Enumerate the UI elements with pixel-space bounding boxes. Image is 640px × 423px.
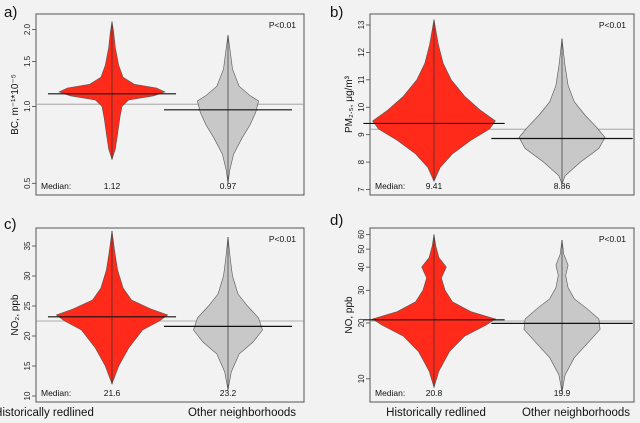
median-value-other-neighborhoods-a-: 0.97 <box>220 181 237 191</box>
median-caption-b-: Median: <box>375 181 405 191</box>
y-axis-label-b-: PM₂.₅, μg/m³ <box>344 75 355 133</box>
y-tick-label-d-: 50 <box>357 244 366 253</box>
p-value-a-: P<0.01 <box>269 20 296 30</box>
median-value-other-neighborhoods-c-: 23.2 <box>220 388 237 398</box>
y-tick-label-c-: 15 <box>23 361 32 370</box>
y-tick-label-d-: 30 <box>357 285 366 294</box>
y-tick-label-c-: 20 <box>23 331 32 340</box>
y-tick-label-a-: 1.0 <box>23 100 32 112</box>
y-tick-label-c-: 30 <box>23 271 32 280</box>
y-tick-label-b-: 7 <box>357 187 366 192</box>
panel-label-d-: d) <box>330 212 343 229</box>
median-value-historically-redlined-b-: 9.41 <box>426 181 443 191</box>
y-tick-label-a-: 2.0 <box>23 23 32 35</box>
y-tick-label-b-: 12 <box>357 47 366 56</box>
y-axis-label-d-: NO, ppb <box>344 296 355 334</box>
median-value-historically-redlined-d-: 20.8 <box>426 388 443 398</box>
p-value-d-: P<0.01 <box>599 234 626 244</box>
panel-label-c-: c) <box>4 216 17 233</box>
x-category-label-other-neighborhoods-left: Other neighborhoods <box>188 407 296 419</box>
panel-frame-d- <box>369 227 635 403</box>
median-caption-c-: Median: <box>41 388 71 398</box>
y-tick-label-a-: 1.5 <box>23 55 32 67</box>
y-axis-label-a-: BC, m⁻¹*10⁻⁵ <box>10 74 21 135</box>
median-value-other-neighborhoods-d-: 19.9 <box>554 388 571 398</box>
y-tick-label-d-: 40 <box>357 262 366 271</box>
y-tick-label-d-: 20 <box>357 318 366 327</box>
y-tick-label-c-: 25 <box>23 301 32 310</box>
y-tick-label-c-: 10 <box>23 391 32 400</box>
y-tick-label-d-: 10 <box>357 374 366 383</box>
x-category-label-historically-redlined-left: Historically redlined <box>0 407 94 419</box>
median-value-other-neighborhoods-b-: 8.86 <box>554 181 571 191</box>
y-tick-label-b-: 10 <box>357 102 366 111</box>
median-value-historically-redlined-a-: 1.12 <box>104 181 121 191</box>
y-tick-label-b-: 11 <box>357 75 366 84</box>
p-value-b-: P<0.01 <box>599 20 626 30</box>
panel-frame-b- <box>369 13 635 196</box>
median-caption-a-: Median: <box>41 181 71 191</box>
panel-label-b-: b) <box>330 4 343 21</box>
y-tick-label-b-: 9 <box>357 132 366 137</box>
y-tick-label-d-: 60 <box>357 229 366 238</box>
panel-frame-c- <box>35 227 305 403</box>
y-tick-label-c-: 35 <box>23 241 32 250</box>
y-tick-label-b-: 13 <box>357 20 366 29</box>
y-tick-label-b-: 8 <box>357 159 366 164</box>
p-value-c-: P<0.01 <box>269 234 296 244</box>
x-category-label-historically-redlined-right: Historically redlined <box>386 407 486 419</box>
median-caption-d-: Median: <box>375 388 405 398</box>
y-tick-label-a-: 0.5 <box>23 177 32 189</box>
x-category-label-other-neighborhoods-right: Other neighborhoods <box>522 407 630 419</box>
median-value-historically-redlined-c-: 21.6 <box>104 388 121 398</box>
panel-label-a-: a) <box>4 4 17 21</box>
y-axis-label-c-: NO₂, ppb <box>10 294 21 336</box>
